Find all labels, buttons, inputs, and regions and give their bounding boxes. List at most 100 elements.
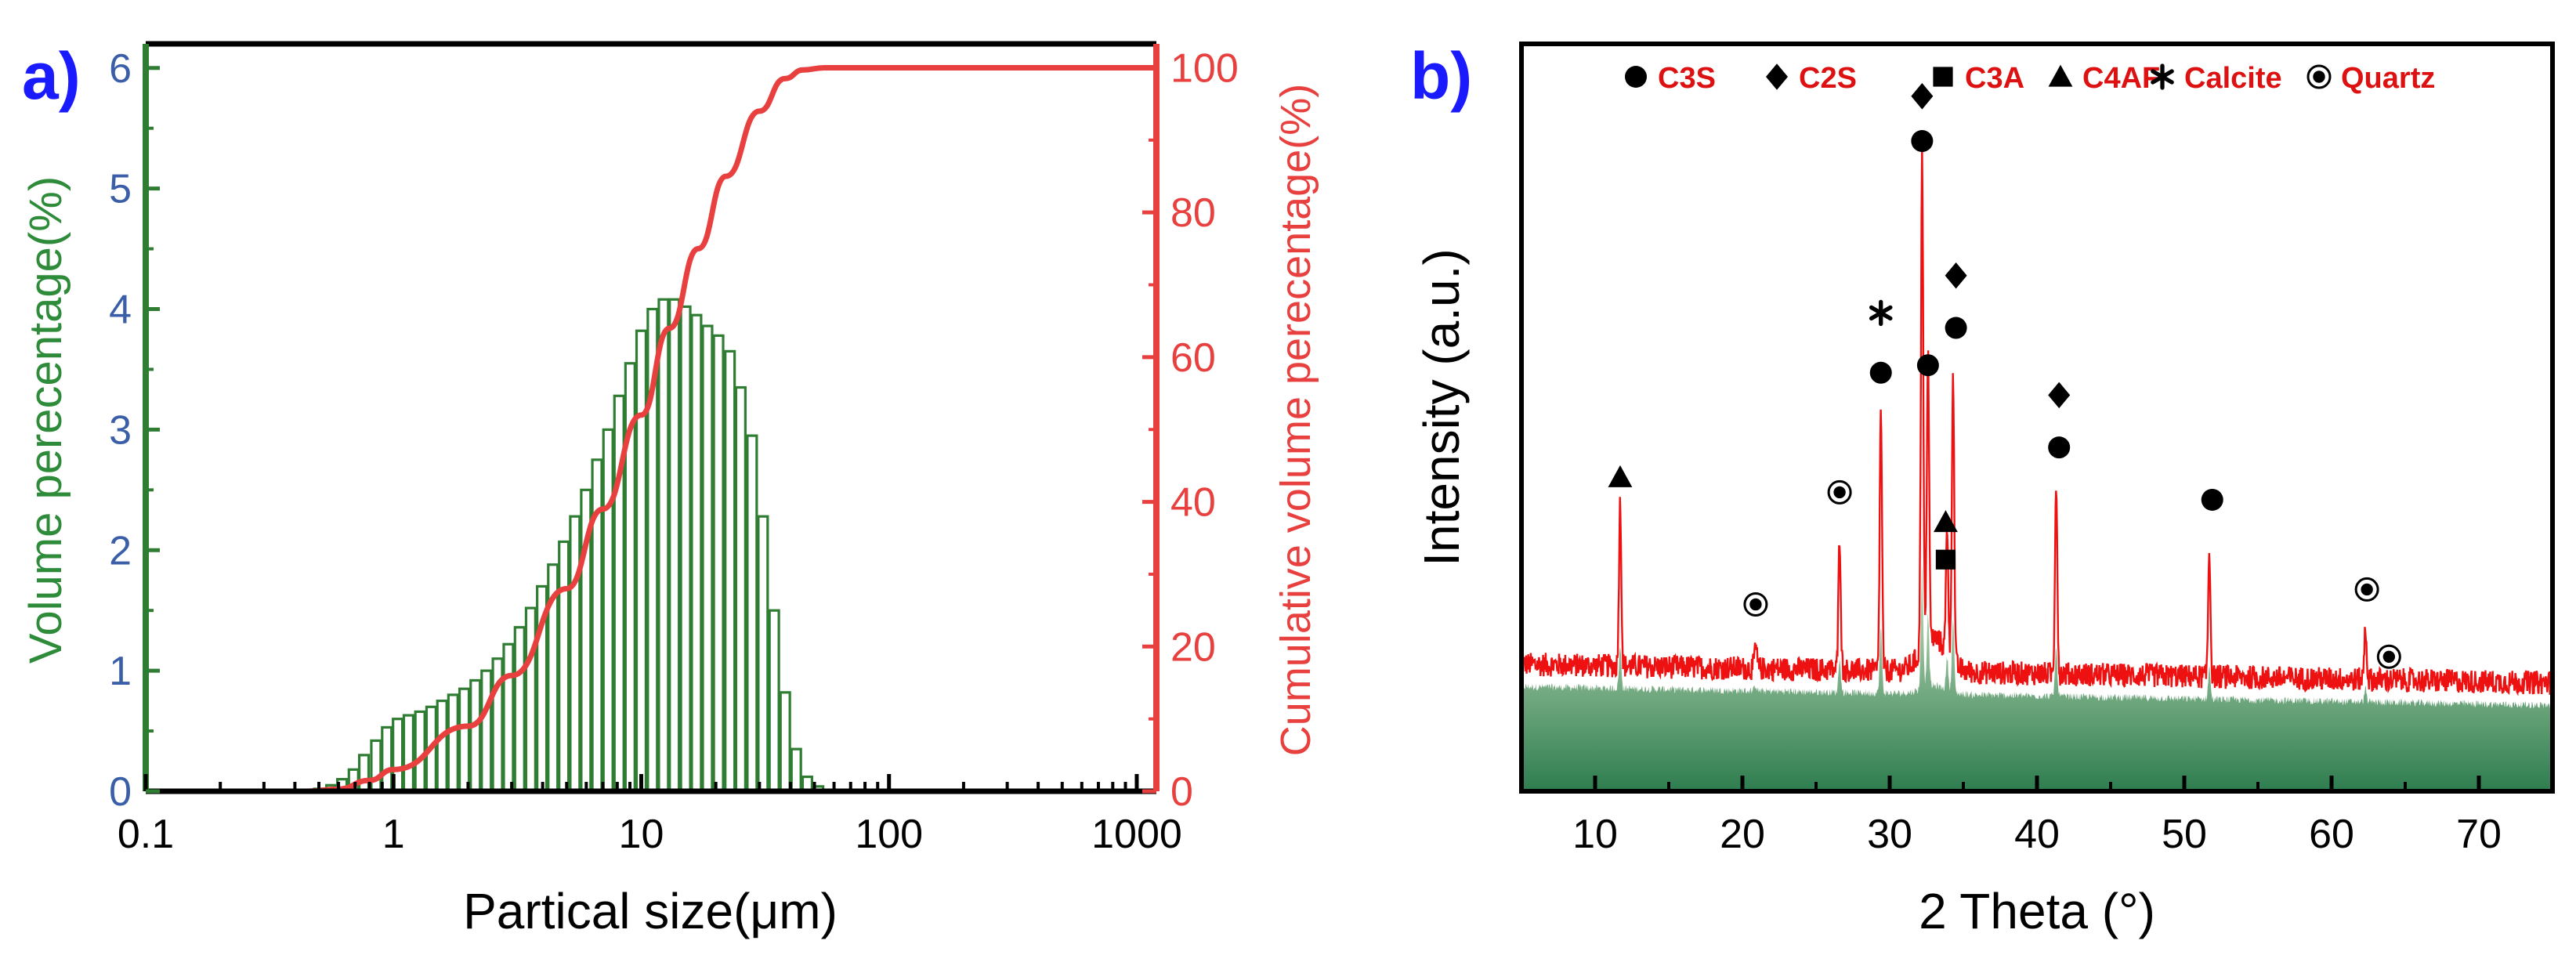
ring-center (1749, 598, 1762, 611)
histogram-bar (502, 642, 515, 793)
histogram-bar (480, 669, 493, 793)
x-tick-label: 60 (2309, 812, 2354, 857)
asterisk-stroke (1869, 305, 1893, 321)
panel-a-label: a) (22, 39, 81, 113)
panel-b: b) C3S C2S C3A C4AF Calcite Quartz 10 20 30 40 50… (1410, 39, 2555, 939)
circle-marker (2201, 488, 2223, 511)
legend-label: Calcite (2184, 62, 2282, 95)
legend-label: C3A (1965, 62, 2024, 95)
histogram-bar (513, 626, 526, 793)
histogram-bar (635, 329, 648, 793)
circle-phase-marker (2048, 436, 2071, 459)
histogram-bar (768, 609, 780, 793)
diamond-marker (1766, 63, 1788, 90)
circle-phase-marker (1911, 130, 1934, 153)
square-marker (1935, 549, 1956, 570)
y2-tick-label: 100 (1170, 45, 1239, 91)
panel-a-y-axis-title: Volume perecentage(%) (20, 176, 71, 664)
panel-b-label: b) (1410, 39, 1472, 113)
square-legend-icon (1933, 67, 1953, 87)
asterisk-stroke (2151, 69, 2174, 85)
histogram-bar (602, 428, 614, 793)
particle-size-histogram (313, 298, 836, 793)
diamond-legend-icon (1766, 63, 1788, 90)
x-tick-label: 1 (382, 812, 405, 857)
circle-phase-marker (1945, 317, 1967, 339)
triangle-legend-icon (2048, 64, 2073, 87)
circle-dot-phase-marker (2376, 644, 2401, 669)
triangle-marker (1608, 465, 1633, 487)
square-phase-marker (1935, 549, 1956, 570)
circle-marker (1869, 361, 1892, 384)
phase-legend: C3S C2S C3A C4AF Calcite Quartz (1625, 62, 2435, 95)
y2-tick-label: 60 (1170, 335, 1216, 381)
x-tick-label: 100 (855, 812, 923, 857)
histogram-bar (668, 298, 681, 793)
diamond-marker (2048, 382, 2071, 409)
ring-center (2313, 71, 2325, 83)
panel-b-y-axis-title: Intensity (a.u.) (1413, 248, 1470, 566)
circle-phase-marker (2201, 488, 2223, 511)
y-tick-label: 1 (109, 649, 132, 694)
y2-tick-label: 80 (1170, 190, 1216, 236)
histogram-bar (734, 385, 747, 793)
circle-marker (1916, 354, 1939, 377)
histogram-bar (414, 710, 426, 793)
y-tick-label: 5 (109, 167, 132, 212)
diamond-phase-marker (1945, 262, 1967, 289)
ring-center (1833, 486, 1846, 499)
diamond-marker (1911, 82, 1934, 110)
circle-dot-phase-marker (2354, 577, 2379, 602)
y-tick-label: 4 (109, 288, 132, 333)
histogram-bar (469, 678, 482, 793)
y2-tick-label: 40 (1170, 480, 1216, 526)
circle-marker (1911, 130, 1934, 153)
circle-dot-phase-marker (1743, 592, 1768, 617)
y2-tick-label: 0 (1170, 769, 1193, 815)
legend-label: C4AF (2082, 62, 2160, 95)
triangle-phase-marker (1934, 510, 1958, 533)
circle-marker (2048, 436, 2071, 459)
histogram-bar (381, 725, 393, 793)
x-tick-label: 0.1 (118, 812, 174, 857)
panel-b-axes: 10 20 30 40 50 60 70 (1519, 42, 2555, 857)
xrd-pattern-line (1521, 143, 2552, 696)
circle-phase-marker (1916, 354, 1939, 377)
histogram-bar (790, 747, 802, 793)
histogram-bar (458, 687, 471, 793)
histogram-bar (712, 334, 725, 793)
histogram-bar (436, 699, 448, 793)
panel-a-x-axis-title: Partical size(μm) (463, 883, 838, 939)
histogram-bar (357, 754, 371, 793)
x-tick-label: 40 (2014, 812, 2060, 857)
histogram-bar (779, 691, 791, 793)
histogram-bar (724, 349, 736, 793)
histogram-bar (524, 606, 537, 793)
diamond-marker (1945, 262, 1967, 289)
histogram-bar (679, 305, 692, 793)
panel-b-x-axis-title: 2 Theta (°) (1919, 883, 2155, 939)
circle-dot-phase-marker (1827, 479, 1852, 505)
x-tick-label: 10 (619, 812, 664, 857)
y-tick-label: 0 (109, 769, 132, 815)
x-tick-label: 50 (2162, 812, 2207, 857)
histogram-bar (569, 515, 581, 793)
panel-a-y2-axis-title: Cumulative volume perecentage(%) (1272, 84, 1319, 756)
circle-phase-marker (1869, 361, 1892, 384)
histogram-bar (757, 515, 769, 793)
histogram-bar (746, 434, 758, 793)
y-tick-label: 3 (109, 407, 132, 453)
diamond-phase-marker (2048, 382, 2071, 409)
histogram-bar (370, 739, 382, 793)
legend-label: Quartz (2341, 62, 2435, 95)
ring-center (2361, 583, 2373, 596)
asterisk-phase-marker (1869, 299, 1893, 327)
circle-dot-legend-icon (2306, 64, 2332, 89)
ring-center (2382, 650, 2396, 663)
legend-label: C3S (1658, 62, 1716, 95)
x-tick-label: 70 (2456, 812, 2502, 857)
circle-marker (1945, 317, 1967, 339)
